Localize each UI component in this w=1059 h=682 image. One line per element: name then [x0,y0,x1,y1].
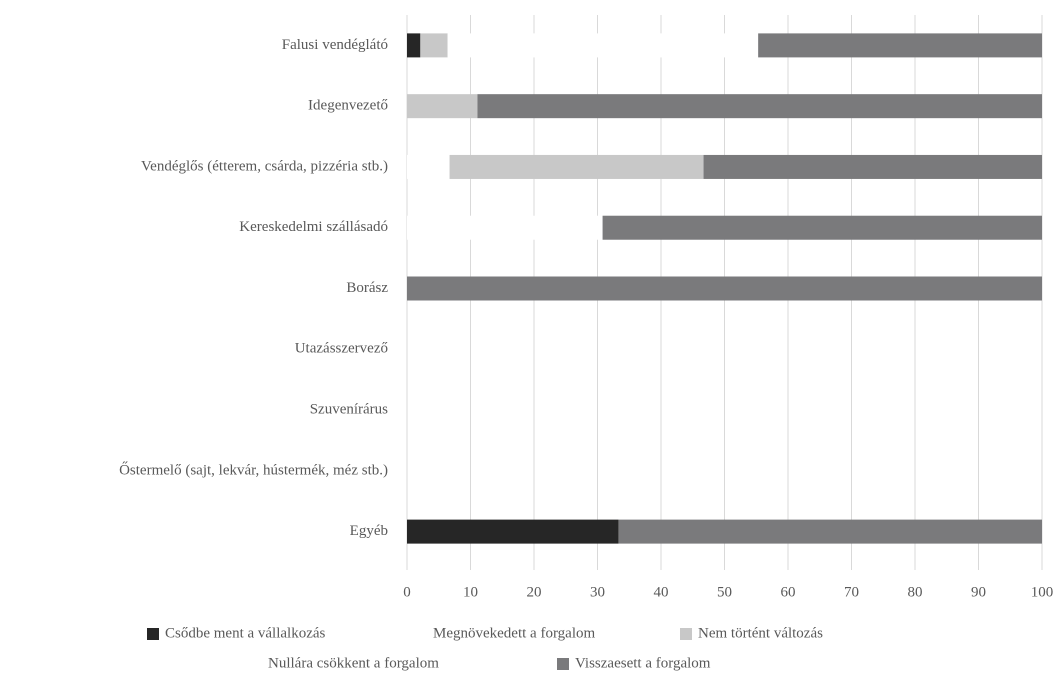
legend-swatch [415,628,427,640]
x-tick-label: 40 [654,584,669,600]
bar-segment [447,33,759,58]
x-tick-label: 50 [717,584,732,600]
bar-segment [407,154,450,179]
bar-segment [407,519,619,544]
y-tick-label: Vendéglős (étterem, csárda, pizzéria stb… [141,158,388,174]
bar-segment [407,215,603,240]
legend-swatch [557,658,569,670]
legend-label: Csődbe ment a vállalkozás [165,625,326,641]
legend-swatch [680,628,692,640]
y-tick-label: Őstermelő (sajt, lekvár, hústermék, méz … [119,461,388,478]
legend-label: Megnövekedett a forgalom [433,625,596,641]
legend-swatch [250,658,262,670]
y-tick-label: Borász [346,280,388,296]
y-tick-label: Szuvenírárus [310,401,388,417]
bar-segment [449,154,704,179]
x-tick-label: 30 [590,584,605,600]
y-tick-label: Kereskedelmi szállásadó [239,219,388,235]
x-tick-label: 100 [1031,584,1054,600]
bar-segment [703,154,1042,179]
legend-label: Visszaesett a forgalom [575,655,711,671]
x-tick-label: 10 [463,584,478,600]
bar-segment [758,33,1042,58]
legend-swatch [147,628,159,640]
y-tick-label: Idegenvezető [308,98,388,114]
x-tick-label: 70 [844,584,859,600]
bar-segment [407,276,1042,301]
legend-label: Nem történt változás [698,625,823,641]
y-tick-label: Utazásszervező [295,341,388,357]
bar-segment [407,94,478,119]
bar-segment [602,215,1042,240]
bar-segment [407,33,421,58]
bar-segment [618,519,1042,544]
y-tick-label: Egyéb [350,523,388,539]
y-tick-label: Falusi vendéglátó [282,37,388,53]
x-tick-label: 0 [403,584,411,600]
bar-segment [477,94,1042,119]
x-tick-label: 60 [781,584,796,600]
x-tick-label: 80 [908,584,923,600]
legend-label: Nullára csökkent a forgalom [268,655,439,671]
x-tick-label: 90 [971,584,986,600]
x-tick-label: 20 [527,584,542,600]
bar-segment [420,33,448,58]
